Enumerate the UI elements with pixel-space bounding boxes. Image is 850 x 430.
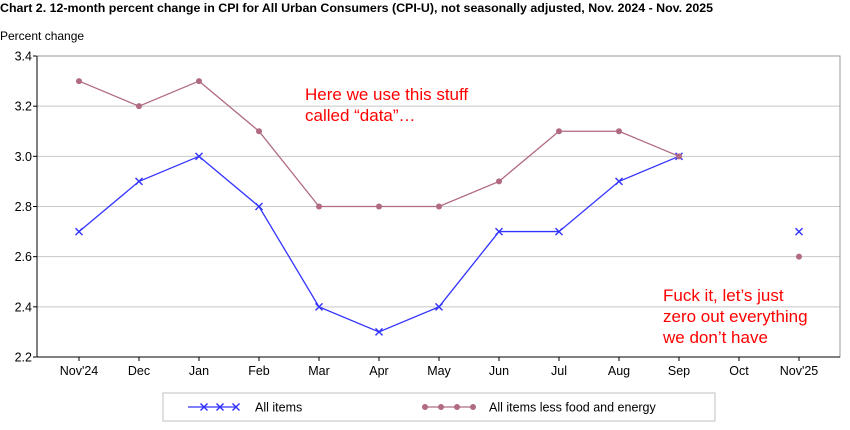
legend-item: All items bbox=[188, 401, 302, 415]
annotation-text: Here we use this stuff called “data”… bbox=[305, 85, 468, 125]
x-marker-point bbox=[375, 327, 383, 336]
dot-marker-point bbox=[136, 103, 142, 110]
x-tick-label: Apr bbox=[369, 364, 388, 378]
series-line bbox=[78, 155, 680, 333]
annotation-line: Here we use this stuff bbox=[305, 85, 468, 104]
dot-marker-point bbox=[616, 128, 622, 135]
legend-marker bbox=[422, 404, 428, 410]
dot-marker-point bbox=[436, 203, 442, 210]
legend-marker bbox=[454, 404, 460, 410]
x-tick-label: Oct bbox=[729, 364, 749, 378]
y-tick-label: 3.2 bbox=[15, 100, 32, 114]
dot-marker-point bbox=[316, 203, 322, 210]
x-tick-label: Aug bbox=[608, 364, 630, 378]
x-tick-labels: Nov'24 Dec Jan Feb Mar Apr May Jun Jul Aug Sep Oct N… bbox=[60, 364, 819, 378]
annotation-line: Fuck it, let’s just bbox=[663, 286, 784, 305]
x-marker-point bbox=[255, 202, 263, 211]
y-tick-label: 2.4 bbox=[15, 300, 32, 314]
x-tick-label: Jul bbox=[551, 364, 567, 378]
dot-marker-point bbox=[376, 203, 382, 210]
x-marker-point bbox=[135, 177, 143, 186]
x-marker-point bbox=[435, 302, 443, 311]
x-tick-label: Dec bbox=[128, 364, 150, 378]
x-marker-point bbox=[615, 177, 623, 186]
x-marker-point bbox=[495, 227, 503, 236]
x-tick-label: Feb bbox=[248, 364, 270, 378]
dot-marker-point bbox=[676, 153, 682, 160]
annotations: Here we use this stuff called “data”… Fuck… bbox=[305, 85, 808, 347]
legend-item: All items less food and energy bbox=[422, 401, 657, 415]
series-all-items bbox=[75, 152, 803, 336]
x-tick-label: Nov'25 bbox=[780, 364, 819, 378]
dot-marker-point bbox=[76, 78, 82, 85]
legend-marker bbox=[438, 404, 444, 410]
chart-title: Chart 2. 12-month percent change in CPI … bbox=[0, 1, 714, 15]
x-marker-point bbox=[795, 227, 803, 236]
y-tick-label: 3.4 bbox=[15, 50, 32, 64]
y-tick-label: 2.2 bbox=[15, 351, 32, 365]
x-tick-label: Nov'24 bbox=[60, 364, 99, 378]
dot-marker-point bbox=[256, 128, 262, 135]
dot-marker-point bbox=[556, 128, 562, 135]
axes bbox=[33, 55, 841, 361]
x-marker-point bbox=[315, 302, 323, 311]
legend-marker bbox=[470, 404, 476, 410]
y-axis-title: Percent change bbox=[0, 29, 85, 43]
legend-label: All items bbox=[255, 401, 302, 415]
legend-marker bbox=[200, 403, 208, 411]
legend: All items All items less food and energy bbox=[162, 392, 716, 422]
x-marker-point bbox=[555, 227, 563, 236]
legend-marker bbox=[216, 403, 224, 411]
x-tick-label: Jun bbox=[489, 364, 509, 378]
x-tick-label: Mar bbox=[308, 364, 330, 378]
annotation-line: zero out everything bbox=[663, 307, 808, 326]
series-core bbox=[76, 78, 802, 260]
x-marker-point bbox=[75, 227, 83, 236]
dot-marker-point bbox=[496, 178, 502, 185]
x-marker-point bbox=[195, 152, 203, 161]
dot-marker-point bbox=[796, 253, 802, 260]
legend-marker bbox=[232, 403, 240, 411]
y-tick-label: 3.0 bbox=[15, 150, 32, 164]
annotation-text: Fuck it, let’s just zero out everything we… bbox=[662, 286, 808, 347]
annotation-line: called “data”… bbox=[305, 106, 416, 125]
y-tick-label: 2.6 bbox=[15, 250, 32, 264]
annotation-line: we don’t have bbox=[662, 328, 768, 347]
dot-marker-point bbox=[196, 78, 202, 85]
x-tick-label: Sep bbox=[668, 364, 690, 378]
x-tick-label: May bbox=[427, 364, 451, 378]
y-tick-label: 2.8 bbox=[15, 200, 32, 214]
x-tick-label: Jan bbox=[189, 364, 209, 378]
y-tick-labels: 2.2 2.4 2.6 2.8 3.0 3.2 3.4 bbox=[15, 50, 32, 365]
legend-label: All items less food and energy bbox=[489, 401, 657, 415]
series-layer bbox=[75, 78, 803, 336]
